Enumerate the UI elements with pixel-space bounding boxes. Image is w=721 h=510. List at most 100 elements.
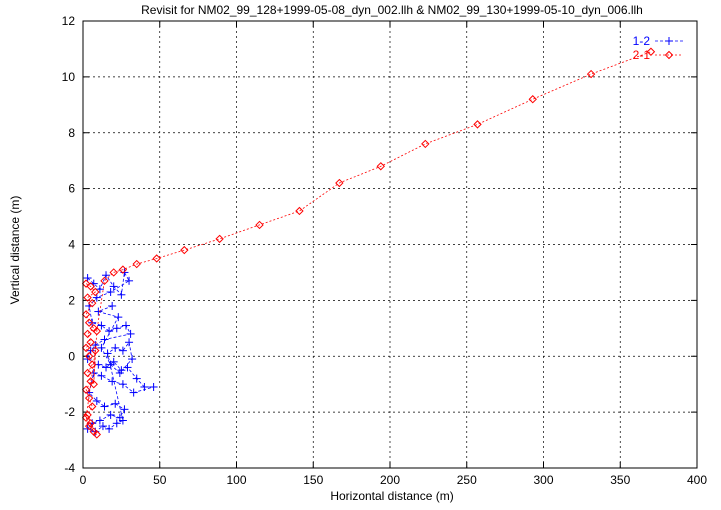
x-axis-label: Horizontal distance (m) — [330, 489, 453, 503]
axis-ticks: 0 50 100 150 200 250 300 350 400 -4 -2 0 2 4 6 8 10 12 — [62, 14, 708, 487]
y-tick-label: 6 — [68, 182, 75, 196]
x-tick-label: 400 — [687, 473, 707, 487]
data-point-diamond — [152, 254, 161, 263]
x-tick-label: 250 — [457, 473, 477, 487]
data-point-plus — [102, 363, 111, 372]
data-point-diamond — [664, 50, 674, 60]
y-tick-label: 12 — [62, 14, 76, 28]
data-point-plus — [105, 424, 114, 433]
data-point-plus — [111, 399, 120, 408]
data-point-diamond — [84, 318, 94, 327]
data-point-diamond — [92, 326, 102, 336]
plot-frame — [82, 20, 698, 469]
data-point-diamond — [180, 245, 189, 255]
data-point-plus — [100, 335, 109, 344]
grid — [83, 21, 697, 468]
data-point-diamond — [86, 419, 95, 428]
data-point-diamond — [132, 259, 141, 269]
x-tick-label: 200 — [380, 473, 400, 487]
data-point-diamond — [100, 276, 109, 286]
data-point-plus — [114, 313, 123, 322]
data-point-plus — [102, 271, 111, 280]
data-point-plus — [83, 274, 92, 283]
data-point-plus — [125, 338, 134, 347]
data-point-plus — [121, 321, 130, 330]
data-point-diamond — [92, 430, 102, 439]
series-2 — [81, 47, 656, 439]
data-point-diamond — [91, 287, 100, 297]
data-point-plus — [112, 324, 121, 333]
data-point-plus — [97, 343, 106, 352]
data-point-plus — [128, 355, 137, 364]
data-point-diamond — [81, 343, 91, 353]
x-tick-label: 150 — [303, 473, 323, 487]
legend-label: 1-2 — [633, 34, 651, 48]
y-tick-label: 8 — [68, 126, 75, 140]
data-point-diamond — [83, 368, 92, 378]
data-point-plus — [129, 388, 138, 397]
data-point-plus — [97, 371, 106, 380]
series-line — [85, 51, 652, 435]
data-point-diamond — [81, 310, 91, 319]
data-point-plus — [111, 343, 120, 352]
data-point-plus — [125, 276, 134, 285]
data-point-plus — [665, 37, 673, 45]
data-point-plus — [92, 396, 101, 405]
data-point-diamond — [421, 139, 430, 149]
data-point-diamond — [88, 360, 97, 369]
data-point-plus — [92, 293, 101, 302]
data-point-diamond — [83, 293, 92, 302]
data-point-plus — [132, 374, 141, 383]
data-point-diamond — [83, 410, 92, 420]
data-point-diamond — [528, 95, 537, 104]
data-point-plus — [97, 321, 106, 330]
chart-title: Revisit for NM02_99_128+1999-05-08_dyn_0… — [141, 3, 643, 17]
data-point-plus — [109, 282, 118, 291]
data-point-diamond — [88, 298, 97, 308]
x-tick-label: 50 — [153, 473, 167, 487]
data-point-diamond — [86, 282, 95, 291]
data-point-diamond — [81, 413, 91, 422]
data-point-plus — [126, 329, 135, 338]
data-point-diamond — [376, 162, 385, 171]
data-point-plus — [105, 327, 114, 336]
x-tick-label: 300 — [533, 473, 553, 487]
y-tick-label: 0 — [68, 349, 75, 363]
data-point-diamond — [84, 393, 94, 403]
x-tick-label: 350 — [610, 473, 630, 487]
data-point-diamond — [215, 234, 224, 244]
data-point-diamond — [118, 265, 128, 274]
data-point-plus — [118, 380, 127, 389]
data-point-diamond — [81, 385, 91, 394]
data-point-plus — [86, 346, 95, 355]
data-point-plus — [115, 369, 124, 378]
data-point-plus — [100, 402, 109, 411]
data-point-plus — [98, 422, 107, 431]
legend: 1-22-1 — [633, 34, 683, 62]
data-point-plus — [108, 301, 117, 310]
data-point-diamond — [89, 379, 98, 389]
data-point-diamond — [81, 279, 91, 288]
y-tick-label: 4 — [68, 238, 75, 252]
data-point-plus — [106, 410, 115, 419]
y-tick-label: 2 — [68, 293, 75, 307]
data-point-plus — [103, 349, 112, 358]
data-point-diamond — [255, 220, 264, 230]
data-point-plus — [117, 290, 126, 299]
data-point-plus — [118, 416, 127, 425]
data-point-plus — [108, 377, 117, 386]
data-point-diamond — [295, 206, 304, 216]
y-tick-label: -4 — [64, 461, 75, 475]
data-point-diamond — [86, 338, 95, 347]
data-point-plus — [95, 285, 104, 294]
data-point-diamond — [84, 421, 94, 431]
data-point-diamond — [586, 69, 596, 79]
data-point-plus — [112, 419, 121, 428]
data-point-plus — [118, 346, 127, 355]
data-point-diamond — [109, 268, 118, 277]
data-point-plus — [106, 360, 115, 369]
data-point-plus — [94, 307, 103, 316]
data-point-plus — [120, 405, 129, 414]
